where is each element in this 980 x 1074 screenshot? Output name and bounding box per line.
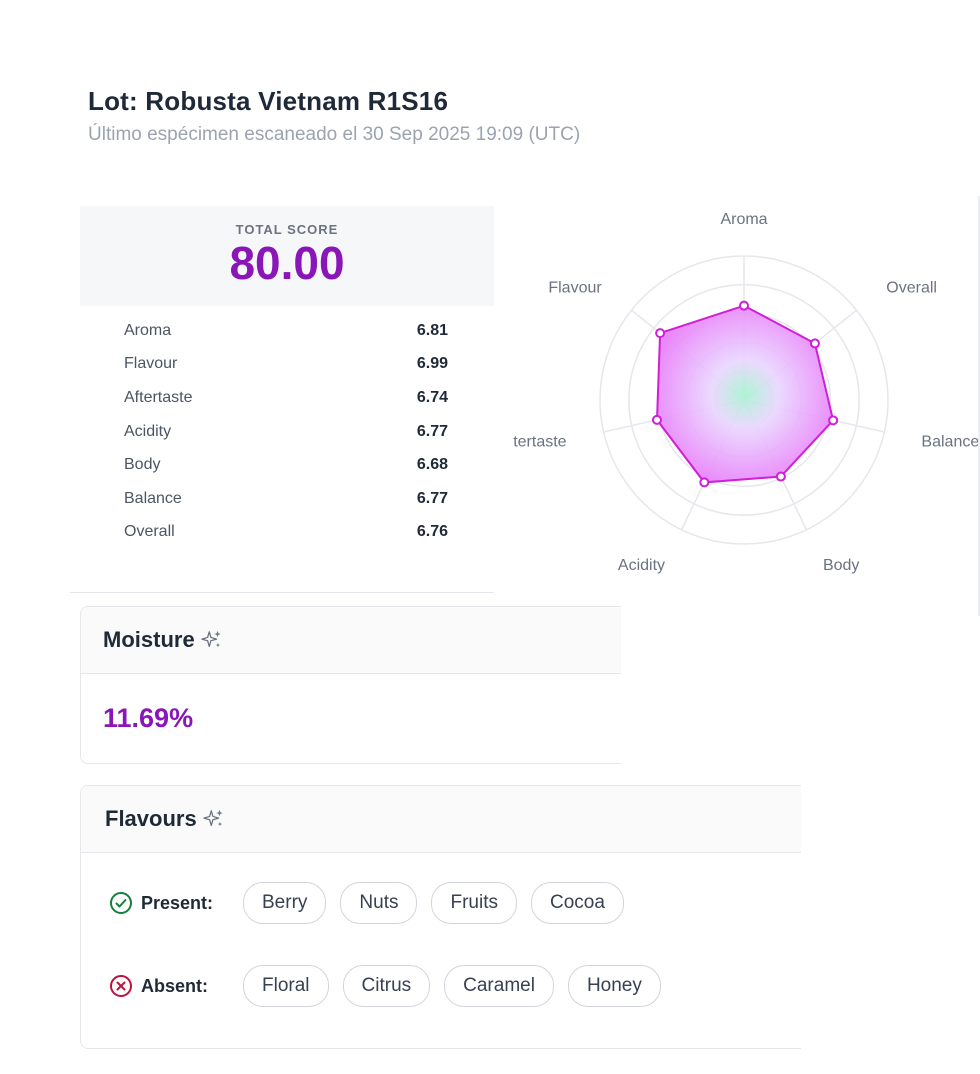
flavour-chip-floral[interactable]: Floral	[243, 965, 329, 1007]
flavour-chip-nuts[interactable]: Nuts	[340, 882, 418, 924]
score-row-flavour: Flavour 6.99	[124, 348, 448, 382]
x-circle-icon	[110, 975, 132, 997]
radar-series	[651, 300, 839, 488]
radar-point-aroma[interactable]	[739, 300, 749, 311]
flavour-chip-cocoa[interactable]: Cocoa	[530, 882, 624, 924]
score-row-body: Body 6.68	[124, 448, 448, 482]
radar-point-overall[interactable]	[809, 338, 820, 349]
attribute-name: Overall	[124, 523, 175, 541]
flavour-chip-berry[interactable]: Berry	[243, 882, 327, 924]
radar-point-acidity[interactable]	[699, 477, 710, 488]
radar-axis-labels: Aroma Overall Balance Body Acidity tertaste Fl…	[513, 211, 979, 574]
attribute-name: Aftertaste	[124, 388, 193, 406]
flavour-chip-citrus[interactable]: Citrus	[342, 965, 431, 1007]
attribute-value: 6.68	[416, 456, 448, 474]
panel-divider	[978, 196, 980, 616]
check-circle-icon	[110, 892, 132, 914]
absent-flavours-row: Absent: Floral Citrus Caramel Honey	[109, 965, 675, 1007]
moisture-value: 11.69%	[103, 703, 194, 733]
radar-axis-label-tertaste: tertaste	[513, 433, 566, 450]
absent-status: Absent:	[109, 974, 243, 998]
total-score-header: TOTAL SCORE 80.00	[80, 206, 494, 306]
radar-axis-label-aroma: Aroma	[720, 211, 767, 228]
moisture-title: Moisture	[103, 627, 195, 652]
radar-chart-svg: Aroma Overall Balance Body Acidity tertaste Fl…	[513, 211, 979, 574]
score-row-overall: Overall 6.76	[124, 516, 448, 550]
radar-axis-label-flavour: Flavour	[548, 280, 602, 297]
flavour-chip-honey[interactable]: Honey	[567, 965, 661, 1007]
attribute-value: 6.77	[416, 489, 448, 507]
attribute-value: 6.99	[416, 355, 448, 373]
radar-axis-label-balance: Balance	[921, 433, 979, 450]
last-scanned-text: Último espécimen escaneado el 30 Sep 202…	[88, 124, 581, 145]
radar-point-tertaste[interactable]	[651, 414, 662, 425]
attribute-name: Aroma	[124, 321, 172, 339]
score-card: TOTAL SCORE 80.00 Aroma 6.81 Flavour 6.9…	[70, 206, 494, 593]
attribute-name: Balance	[124, 489, 182, 507]
flavours-title: Flavours	[105, 806, 197, 831]
attribute-value: 6.76	[416, 523, 448, 541]
page-title: Lot: Robusta Vietnam R1S16	[88, 86, 449, 116]
radar-axis-label-overall: Overall	[886, 280, 937, 297]
radar-chart: Aroma Overall Balance Body Acidity tertaste Fl…	[500, 196, 980, 616]
radar-point-balance[interactable]	[828, 415, 839, 426]
radar-point-body[interactable]	[775, 471, 786, 482]
score-row-balance: Balance 6.77	[124, 482, 448, 516]
attribute-name: Flavour	[124, 355, 178, 373]
moisture-card-header: Moisture	[81, 607, 621, 674]
attribute-name: Acidity	[124, 422, 172, 440]
flavour-chip-caramel[interactable]: Caramel	[444, 965, 554, 1007]
attribute-value: 6.81	[416, 321, 448, 339]
radar-axis-label-acidity: Acidity	[618, 557, 665, 574]
present-status: Present:	[109, 891, 243, 915]
present-label: Present:	[141, 892, 214, 913]
radar-point-flavour[interactable]	[655, 328, 666, 339]
radar-series-area	[655, 304, 835, 484]
attribute-value: 6.77	[416, 422, 448, 440]
sparkle-icon	[202, 809, 223, 827]
sparkle-icon	[200, 630, 221, 648]
flavours-card: Flavours Present: Berry Nuts Fruits Coco…	[80, 785, 801, 1049]
moisture-card: Moisture 11.69%	[80, 606, 621, 764]
score-attribute-list: Aroma 6.81 Flavour 6.99 Aftertaste 6.74 …	[124, 314, 448, 549]
score-row-acidity: Acidity 6.77	[124, 415, 448, 449]
total-score-label: TOTAL SCORE	[235, 222, 339, 237]
total-score-value: 80.00	[229, 237, 345, 289]
attribute-value: 6.74	[416, 388, 448, 406]
attribute-name: Body	[124, 456, 161, 474]
flavour-chip-fruits[interactable]: Fruits	[431, 882, 517, 924]
present-flavours-row: Present: Berry Nuts Fruits Cocoa	[109, 882, 638, 924]
flavours-card-header: Flavours	[81, 786, 801, 853]
score-row-aftertaste: Aftertaste 6.74	[124, 381, 448, 415]
absent-label: Absent:	[141, 975, 208, 996]
score-row-aroma: Aroma 6.81	[124, 314, 448, 348]
radar-axis-label-body: Body	[823, 557, 859, 574]
